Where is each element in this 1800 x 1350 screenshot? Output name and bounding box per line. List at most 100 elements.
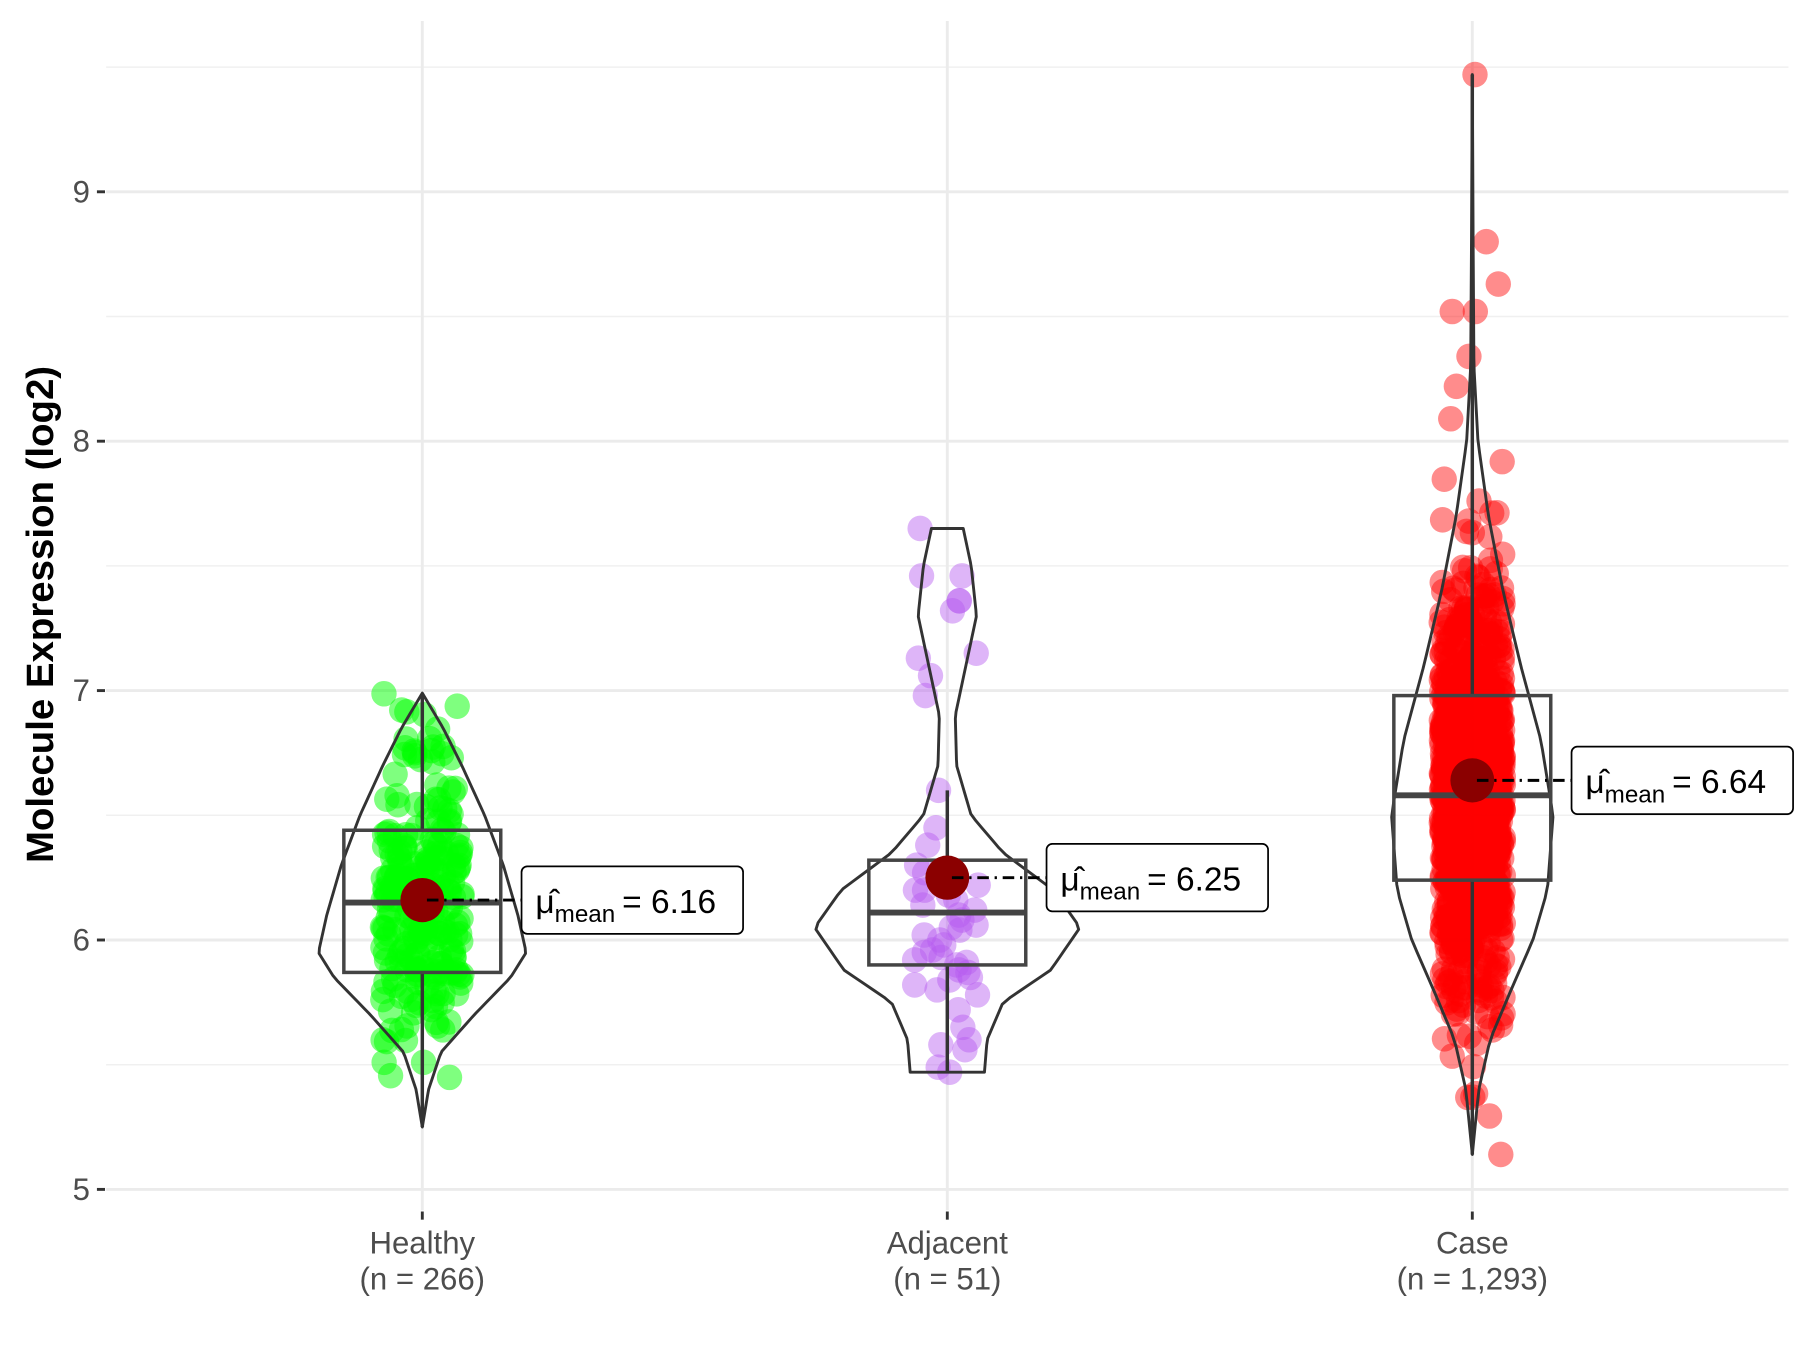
data-point xyxy=(1433,805,1459,832)
data-point xyxy=(419,855,445,882)
data-point xyxy=(1470,710,1497,737)
data-point xyxy=(1450,942,1477,969)
data-point xyxy=(1474,687,1500,713)
data-point xyxy=(1444,839,1471,865)
data-point xyxy=(1429,732,1455,758)
data-point xyxy=(1470,909,1496,936)
data-point xyxy=(965,872,991,898)
data-point xyxy=(1458,800,1484,826)
data-point xyxy=(1474,659,1501,685)
data-point xyxy=(1475,851,1501,878)
data-point xyxy=(1443,852,1469,878)
data-point xyxy=(1445,736,1471,763)
data-point xyxy=(1459,706,1485,732)
data-point xyxy=(1465,823,1491,849)
data-point xyxy=(1450,893,1477,919)
data-point xyxy=(1472,739,1499,765)
data-point xyxy=(1449,818,1475,845)
data-point xyxy=(1488,1141,1514,1168)
data-point xyxy=(1446,887,1473,914)
data-point xyxy=(1462,701,1489,728)
data-point xyxy=(1486,740,1513,767)
data-point xyxy=(1469,811,1495,837)
mean-label-box xyxy=(1045,843,1269,913)
data-point xyxy=(1460,728,1486,754)
data-point xyxy=(1486,889,1513,915)
data-point xyxy=(371,680,397,707)
data-point xyxy=(1428,727,1455,754)
data-point xyxy=(1464,1030,1490,1057)
data-point xyxy=(1487,795,1513,822)
data-point xyxy=(1443,613,1470,640)
data-point xyxy=(1433,973,1459,1000)
data-point xyxy=(1465,726,1491,752)
data-point xyxy=(1479,870,1505,897)
data-point xyxy=(1463,799,1489,826)
data-point xyxy=(1473,635,1499,662)
data-point xyxy=(1484,739,1510,766)
y-tick-label: 7 xyxy=(73,673,90,708)
data-point xyxy=(400,999,427,1026)
data-point xyxy=(1472,734,1498,761)
data-point xyxy=(1489,448,1515,475)
data-point xyxy=(1466,721,1492,747)
data-point xyxy=(1440,671,1466,697)
data-point xyxy=(1450,702,1477,729)
data-point xyxy=(1484,692,1510,718)
data-point xyxy=(1465,695,1492,721)
data-point xyxy=(1474,1003,1500,1030)
data-point xyxy=(1434,807,1460,834)
data-point xyxy=(1437,920,1463,947)
data-point xyxy=(1473,909,1499,936)
data-point xyxy=(1442,697,1468,724)
data-point xyxy=(1450,992,1477,1018)
data-point xyxy=(1488,884,1514,911)
data-point xyxy=(1439,858,1465,884)
data-point xyxy=(1440,931,1467,957)
data-point xyxy=(1453,799,1480,825)
data-point xyxy=(1428,760,1454,787)
data-point xyxy=(1438,712,1464,738)
data-point xyxy=(1443,700,1469,727)
data-point xyxy=(1475,836,1501,862)
data-point xyxy=(1471,848,1497,875)
data-point xyxy=(1485,849,1511,876)
data-point xyxy=(1480,938,1506,964)
data-point xyxy=(1464,797,1491,823)
data-point xyxy=(1487,827,1513,853)
data-point xyxy=(1457,608,1484,635)
data-point xyxy=(1435,941,1461,968)
data-point xyxy=(1464,727,1491,754)
data-point xyxy=(1486,795,1513,822)
data-point xyxy=(1478,823,1504,849)
data-point xyxy=(1471,886,1497,912)
data-point xyxy=(1431,629,1457,655)
data-point xyxy=(1429,865,1455,891)
data-point xyxy=(1448,671,1474,698)
data-point xyxy=(440,779,466,805)
data-point xyxy=(1435,699,1462,726)
data-point xyxy=(1450,819,1477,846)
data-point xyxy=(1490,585,1516,612)
data-point xyxy=(1448,595,1474,621)
data-point xyxy=(1432,691,1458,718)
data-point xyxy=(1449,922,1475,948)
data-point xyxy=(1452,693,1478,719)
data-point xyxy=(1455,650,1481,677)
data-point xyxy=(1455,807,1481,834)
data-point xyxy=(1438,623,1465,650)
data-point xyxy=(1431,614,1458,640)
data-point xyxy=(1469,734,1495,760)
data-point xyxy=(1470,571,1497,598)
data-point xyxy=(1430,714,1456,740)
data-point xyxy=(1486,731,1512,757)
data-point xyxy=(1462,722,1489,748)
data-point xyxy=(1456,703,1483,729)
data-point xyxy=(1444,732,1471,759)
data-point xyxy=(1435,658,1462,685)
data-point xyxy=(1433,663,1459,689)
data-point xyxy=(1481,894,1507,921)
data-point xyxy=(1470,705,1497,731)
data-point xyxy=(1456,1023,1483,1050)
data-point xyxy=(1452,732,1479,758)
